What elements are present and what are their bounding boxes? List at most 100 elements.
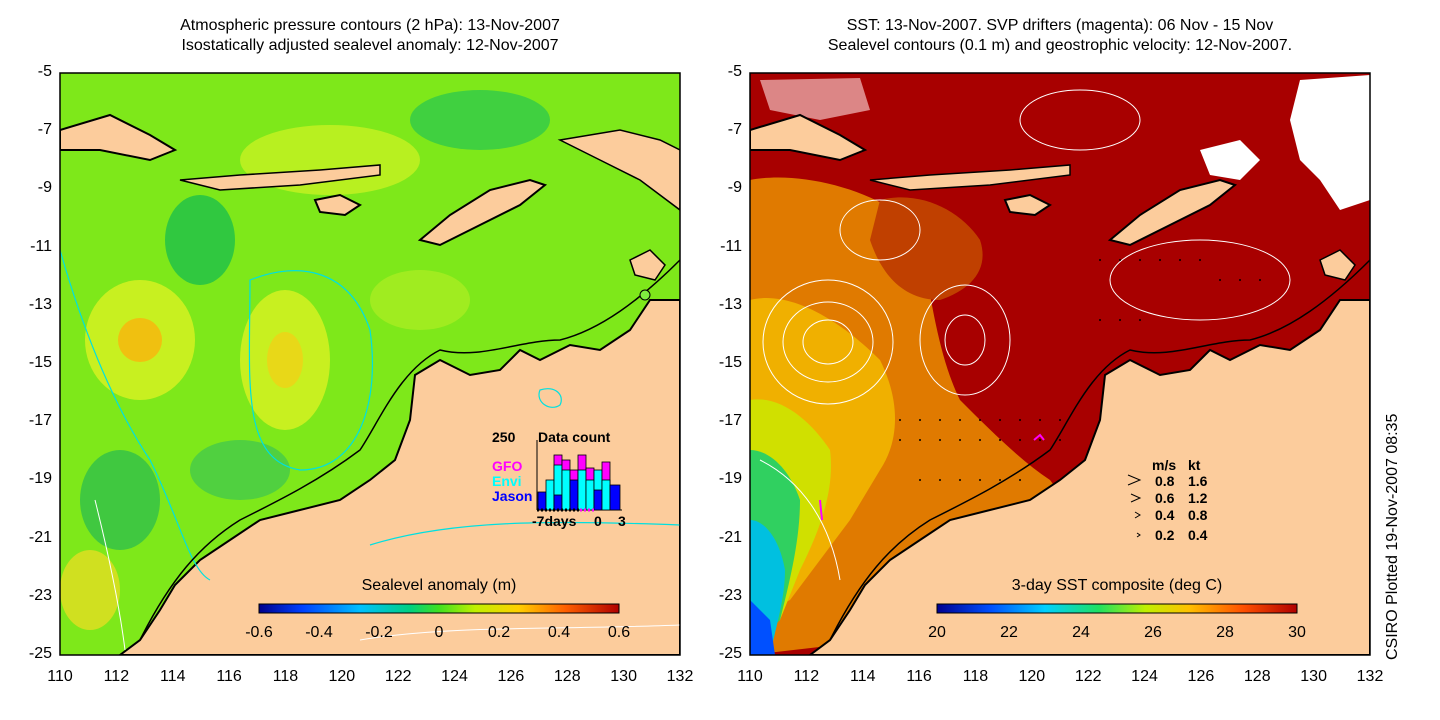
left-y-tick: -25: [28, 645, 52, 662]
plot-credit: CSIRO Plotted 19-Nov-2007 08:35: [1384, 413, 1401, 660]
left-y-tick: -9: [37, 179, 52, 197]
left-title: Atmospheric pressure contours (2 hPa): 1…: [60, 16, 680, 56]
data-count-xlabel-zero: 0: [594, 513, 602, 529]
left-y-tick: -21: [28, 528, 52, 546]
left-x-tick: 118: [272, 668, 299, 685]
right-x-tick: 120: [1018, 668, 1046, 685]
right-colorbar: [936, 603, 1298, 614]
right-y-tick: -5: [727, 63, 742, 80]
right-colorbar-label: 3-day SST composite (deg C): [1011, 577, 1223, 594]
left-x-tick: 126: [497, 668, 525, 685]
left-java-island: [60, 113, 178, 162]
velocity-legend-ms-1: 0.6: [1155, 490, 1175, 506]
right-shelf-contour: [829, 259, 1370, 641]
right-drifter-track: [1033, 433, 1045, 441]
right-map-frame: [749, 72, 1371, 656]
right-title: SST: 13-Nov-2007. SVP drifters (magenta)…: [740, 16, 1380, 56]
left-x-tick: 114: [159, 668, 186, 685]
right-x-tick: 116: [906, 668, 932, 685]
left-australia-land: [118, 299, 680, 655]
velocity-legend-kt-1: 1.2: [1188, 490, 1208, 506]
left-marker: [639, 289, 651, 301]
left-x-tick: 110: [47, 668, 73, 685]
velocity-legend-kt-3: 0.4: [1188, 527, 1208, 543]
right-y-tick: -15: [718, 354, 742, 371]
right-drifter-track: [819, 499, 823, 521]
right-sumba-island: [1003, 193, 1052, 217]
left-y-tick: -7: [37, 121, 52, 139]
left-shelf-contour: [139, 259, 680, 641]
right-y-tick: -11: [720, 237, 742, 255]
left-ne-land: [629, 249, 666, 281]
right-title-line2: Sealevel contours (0.1 m) and geostrophi…: [827, 37, 1293, 54]
left-flores-island: [179, 164, 381, 191]
data-count-xlabel-end: 3: [618, 513, 626, 529]
left-map-field: [60, 73, 680, 655]
right-y-tick: -25: [718, 645, 742, 662]
left-y-tick: -17: [28, 412, 52, 430]
right-java-island: [750, 113, 868, 162]
left-colorbar-tick: -0.6: [245, 624, 273, 641]
left-x-tick: 130: [610, 668, 637, 685]
right-sealevel-contours: [759, 89, 1291, 581]
left-y-tick: -11: [30, 237, 52, 255]
right-y-tick: -9: [727, 179, 742, 197]
left-colorbar-tick: 0: [434, 624, 444, 641]
left-pressure-contour: [60, 249, 211, 581]
left-pressure-contour: [248, 270, 373, 471]
right-x-tick: 122: [1074, 668, 1102, 685]
right-x-tick: 126: [1187, 668, 1215, 685]
left-colorbar-label: Sealevel anomaly (m): [361, 577, 517, 594]
velocity-legend-header-ms: m/s: [1152, 457, 1176, 473]
right-x-tick: 114: [849, 668, 876, 685]
velocity-legend-arrows: [1127, 474, 1142, 538]
right-x-tick: 124: [1131, 668, 1158, 685]
right-australia-land: [808, 299, 1370, 655]
left-x-tick: 132: [666, 668, 694, 685]
right-colorbar-tick: 28: [1216, 624, 1234, 641]
right-x-tick: 118: [962, 668, 989, 685]
right-x-tick: 110: [737, 668, 763, 685]
data-count-legend-jason: Jason: [492, 488, 532, 504]
right-cloud-patch: [760, 78, 870, 120]
left-x-tick: 120: [328, 668, 356, 685]
left-y-tick: -19: [28, 470, 52, 488]
left-title-line2: Isostatically adjusted sealevel anomaly:…: [181, 37, 559, 54]
right-x-tick: 112: [793, 668, 820, 685]
data-count-ymax: 250: [492, 429, 516, 445]
left-y-tick: -15: [28, 354, 52, 371]
left-y-tick: -5: [37, 63, 52, 80]
left-y-tick: -13: [28, 295, 52, 313]
right-map-field: [750, 73, 1370, 655]
right-y-tick: -19: [718, 470, 742, 488]
left-colorbar-tick: -0.4: [305, 624, 333, 641]
data-count-inset: Data count 250 GFO Envi Jason -7days 0 3: [492, 429, 626, 529]
right-velocity-field: [899, 259, 1261, 481]
velocity-legend-ms-3: 0.2: [1155, 527, 1175, 543]
right-y-tick: -21: [718, 528, 742, 546]
right-title-line1: SST: 13-Nov-2007. SVP drifters (magenta)…: [846, 17, 1274, 34]
left-x-tick: 112: [103, 668, 130, 685]
left-sumba-island: [313, 193, 362, 217]
left-northern-coast: [557, 129, 680, 211]
data-count-legend-gfo: GFO: [492, 458, 522, 474]
right-x-tick: 132: [1356, 668, 1384, 685]
left-pressure-contour: [369, 521, 680, 546]
left-title-line1: Atmospheric pressure contours (2 hPa): 1…: [180, 17, 560, 34]
data-count-xlabel-start: -7days: [532, 513, 577, 529]
left-timor-island: [417, 178, 548, 247]
left-colorbar-tick: -0.2: [365, 624, 393, 641]
right-colorbar-tick: 20: [928, 624, 946, 641]
right-x-tick: 130: [1300, 668, 1327, 685]
velocity-legend-ms-2: 0.4: [1155, 507, 1175, 523]
right-cloud-patch: [1200, 140, 1260, 180]
velocity-legend-ms-0: 0.8: [1155, 473, 1175, 489]
right-y-tick: -7: [727, 121, 742, 139]
right-y-tick: -23: [718, 586, 742, 604]
left-colorbar-tick: 0.4: [547, 624, 571, 641]
right-colorbar-tick: 26: [1144, 624, 1162, 641]
left-x-tick: 124: [441, 668, 468, 685]
left-map-frame: [59, 72, 681, 656]
left-white-contour: [94, 499, 126, 651]
